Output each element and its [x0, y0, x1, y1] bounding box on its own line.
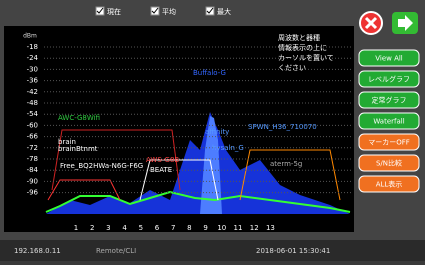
network-label: BEATE: [150, 166, 172, 174]
checkbox-label: 平均: [162, 7, 176, 16]
x-tick-label: 4: [122, 224, 127, 232]
menu-button-label: View All: [375, 55, 403, 63]
y-tick-label: -90: [27, 177, 38, 185]
menu-button-label: Waterfall: [373, 118, 404, 126]
y-tick-label: -60: [27, 121, 38, 129]
page: 現在 平均 最大 dBm -18 -24 -30 -36 -42 -48 -54 -60 -66 -72 -…: [0, 0, 425, 261]
y-tick-label: -30: [27, 65, 38, 73]
x-tick-label: 6: [155, 224, 160, 232]
x-tick-label: 10: [217, 224, 226, 232]
status-mode: Remote/CLI: [96, 247, 136, 255]
network-label: AWS-G8B: [146, 156, 179, 164]
screen: 現在 平均 最大 dBm -18 -24 -30 -36 -42 -48 -54 -60 -66 -72 -…: [0, 0, 425, 261]
y-tick-label: -72: [27, 144, 38, 152]
info-text: 周波数と器種: [278, 33, 320, 42]
menu-button-label: マーカーOFF: [368, 139, 410, 147]
checkbox-label: 最大: [217, 7, 231, 16]
x-tick-label: 13: [266, 224, 275, 232]
status-ip: 192.168.0.11: [14, 247, 61, 255]
network-label: hysaln_G: [212, 144, 244, 152]
y-tick-label: -18: [27, 43, 38, 51]
menu-button-label: 定常グラフ: [372, 96, 407, 105]
info-text: 情報表示の上に: [278, 43, 327, 52]
menu-button-label: レベルグラフ: [368, 75, 410, 84]
menu-button-label: ALL表示: [376, 180, 403, 189]
x-tick-label: 3: [106, 224, 110, 232]
info-text: ください: [278, 64, 306, 72]
close-button[interactable]: [360, 12, 382, 34]
x-tick-label: 11: [234, 224, 243, 232]
y-tick-label: -36: [27, 77, 39, 85]
menu-button-label: S/N比較: [376, 159, 402, 168]
x-tick-label: 12: [250, 224, 259, 232]
network-label: brainBtnmt: [58, 145, 98, 153]
x-tick-label: 7: [171, 224, 175, 232]
network-label: Buffalo-G: [193, 69, 226, 77]
x-tick-label: 1: [74, 224, 78, 232]
x-tick-label: 5: [139, 224, 143, 232]
unit-label: dBm: [23, 33, 37, 40]
y-tick-label: -42: [27, 88, 38, 96]
y-tick-label: -66: [27, 133, 39, 141]
network-label: aterm-5g: [270, 160, 302, 168]
network-label: affinity: [205, 128, 229, 136]
checkbox-label: 現在: [107, 7, 121, 16]
network-label: Free_BQ2HWa-N6G-F6G: [60, 162, 143, 170]
y-tick-label: -54: [27, 110, 39, 118]
y-tick-label: -48: [27, 99, 38, 107]
info-text: カーソルを置いて: [278, 54, 334, 62]
x-tick-label: 2: [90, 224, 94, 232]
next-button[interactable]: [392, 12, 418, 34]
x-tick-label: 8: [187, 224, 191, 232]
network-label: SPWN_H36_710070: [248, 123, 317, 131]
y-tick-label: -96: [27, 189, 39, 197]
status-bar: [0, 240, 425, 261]
network-label: AWC-G8Wifi: [58, 114, 100, 122]
x-tick-label: 9: [203, 224, 207, 232]
status-datetime: 2018-06-01 15:30:41: [256, 247, 330, 255]
y-tick-label: -78: [27, 155, 38, 163]
y-tick-label: -84: [27, 166, 39, 174]
y-tick-label: -24: [27, 54, 39, 62]
